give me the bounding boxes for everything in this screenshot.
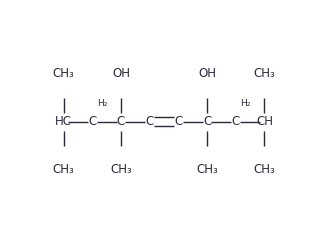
Text: CH₃: CH₃ — [253, 163, 275, 176]
Text: C: C — [88, 115, 96, 128]
Text: CH₃: CH₃ — [53, 163, 75, 176]
Text: C: C — [174, 115, 182, 128]
Text: H₂: H₂ — [97, 99, 108, 108]
Text: CH₃: CH₃ — [110, 163, 132, 176]
Text: OH: OH — [112, 67, 130, 80]
Text: C: C — [146, 115, 154, 128]
Text: H₂: H₂ — [241, 99, 251, 108]
Text: CH₃: CH₃ — [53, 67, 75, 80]
Text: CH₃: CH₃ — [196, 163, 218, 176]
Text: CH₃: CH₃ — [253, 67, 275, 80]
Text: CH: CH — [256, 115, 273, 128]
Text: C: C — [117, 115, 125, 128]
Text: OH: OH — [198, 67, 216, 80]
Text: C: C — [232, 115, 240, 128]
Text: HC: HC — [55, 115, 72, 128]
Text: C: C — [203, 115, 211, 128]
